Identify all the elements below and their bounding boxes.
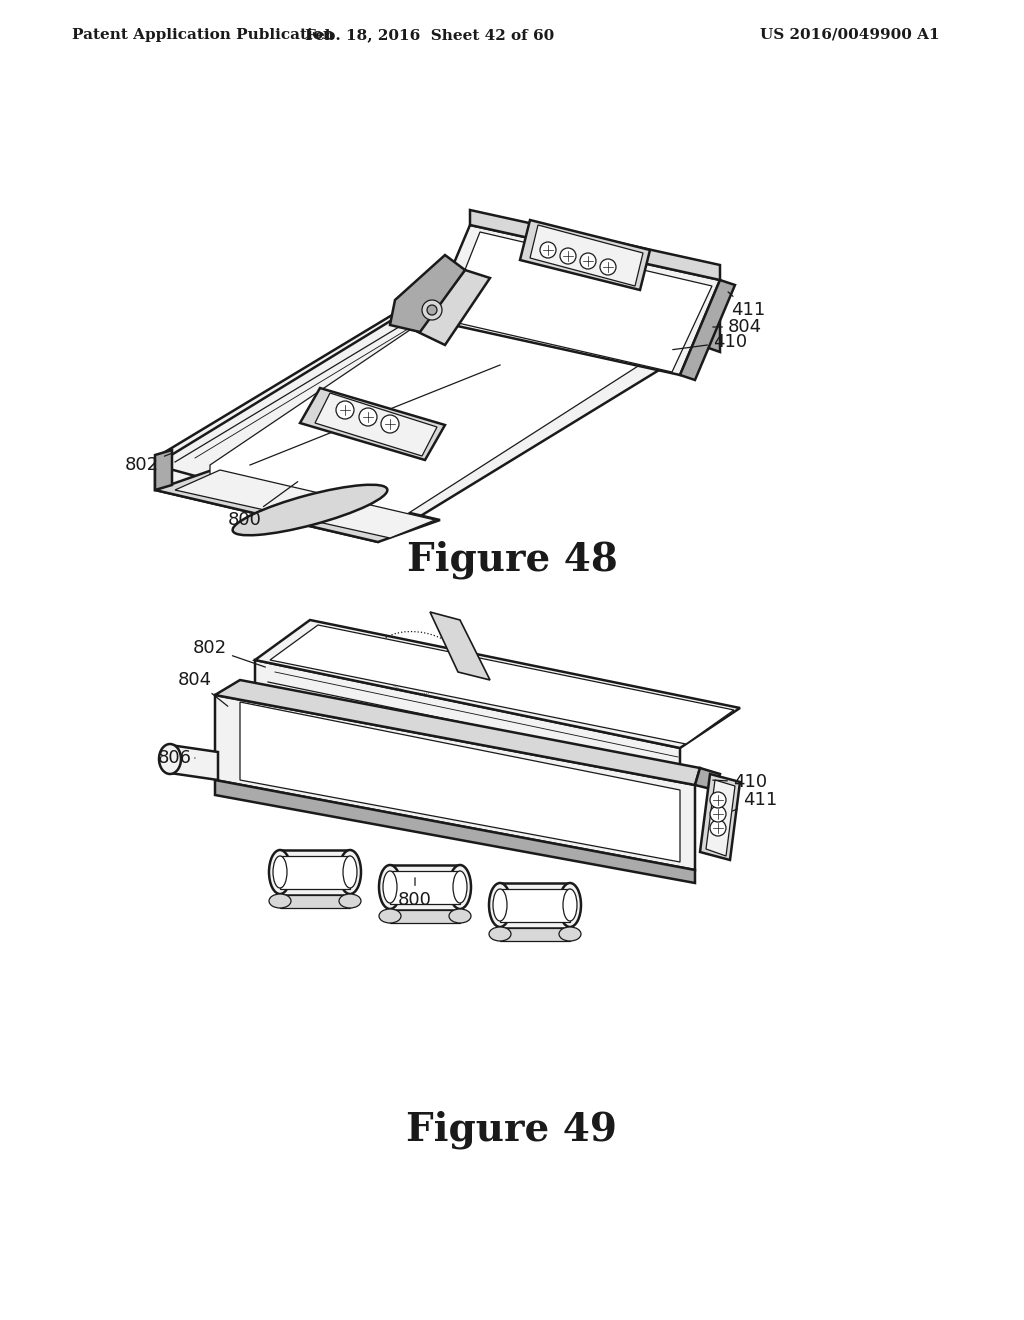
Circle shape (381, 414, 399, 433)
Circle shape (540, 242, 556, 257)
Ellipse shape (559, 883, 581, 927)
Polygon shape (445, 232, 712, 372)
Polygon shape (280, 895, 350, 908)
Ellipse shape (339, 894, 361, 908)
Ellipse shape (489, 927, 511, 941)
Text: 800: 800 (398, 878, 432, 909)
Polygon shape (210, 284, 660, 525)
Polygon shape (155, 260, 545, 480)
Ellipse shape (339, 850, 361, 894)
Circle shape (580, 253, 596, 269)
Polygon shape (390, 865, 460, 909)
Polygon shape (390, 255, 465, 333)
Ellipse shape (232, 484, 387, 536)
Ellipse shape (537, 272, 643, 309)
Text: Feb. 18, 2016  Sheet 42 of 60: Feb. 18, 2016 Sheet 42 of 60 (305, 28, 555, 42)
Circle shape (560, 248, 575, 264)
Polygon shape (418, 271, 490, 345)
Text: Figure 48: Figure 48 (407, 541, 617, 579)
Ellipse shape (379, 909, 401, 923)
Polygon shape (470, 210, 720, 280)
Polygon shape (155, 450, 172, 490)
Polygon shape (280, 850, 350, 895)
Polygon shape (430, 224, 720, 375)
Text: 800: 800 (228, 482, 298, 529)
Polygon shape (155, 261, 700, 543)
Text: 411: 411 (732, 791, 777, 810)
Polygon shape (680, 280, 735, 380)
Polygon shape (500, 928, 570, 941)
Ellipse shape (379, 865, 401, 909)
Ellipse shape (269, 850, 291, 894)
Polygon shape (255, 660, 680, 772)
Text: 804: 804 (178, 671, 227, 706)
Polygon shape (700, 310, 720, 352)
Ellipse shape (449, 909, 471, 923)
Ellipse shape (269, 894, 291, 908)
Polygon shape (215, 680, 700, 785)
Text: US 2016/0049900 A1: US 2016/0049900 A1 (760, 28, 940, 42)
Polygon shape (390, 871, 460, 904)
Circle shape (710, 807, 726, 822)
Text: 802: 802 (193, 639, 265, 667)
Polygon shape (175, 470, 435, 539)
Polygon shape (240, 702, 680, 862)
Polygon shape (300, 388, 445, 459)
Polygon shape (480, 247, 700, 310)
Polygon shape (706, 780, 735, 855)
Text: 410: 410 (713, 774, 767, 791)
Circle shape (359, 408, 377, 426)
Text: 411: 411 (728, 292, 765, 319)
Text: 804: 804 (713, 318, 762, 337)
Polygon shape (390, 909, 460, 923)
Ellipse shape (273, 855, 287, 888)
Circle shape (600, 259, 616, 275)
Polygon shape (170, 744, 218, 780)
Polygon shape (485, 257, 695, 318)
Circle shape (427, 305, 437, 315)
Text: 410: 410 (673, 333, 748, 351)
Ellipse shape (383, 871, 397, 903)
Circle shape (710, 792, 726, 808)
Ellipse shape (563, 888, 577, 921)
Polygon shape (280, 855, 350, 888)
Polygon shape (500, 883, 570, 928)
Polygon shape (520, 220, 650, 290)
Polygon shape (155, 469, 440, 543)
Text: 802: 802 (125, 453, 172, 474)
Polygon shape (215, 696, 695, 870)
Text: Figure 49: Figure 49 (407, 1110, 617, 1150)
Ellipse shape (489, 883, 511, 927)
Circle shape (336, 401, 354, 418)
Ellipse shape (159, 744, 181, 774)
Ellipse shape (449, 865, 471, 909)
Circle shape (710, 820, 726, 836)
Text: 806: 806 (158, 748, 195, 767)
Ellipse shape (343, 855, 357, 888)
Polygon shape (255, 620, 740, 748)
Polygon shape (700, 774, 740, 861)
Ellipse shape (559, 927, 581, 941)
Polygon shape (315, 393, 437, 455)
Ellipse shape (493, 888, 507, 921)
Polygon shape (530, 224, 643, 286)
Text: Patent Application Publication: Patent Application Publication (72, 28, 334, 42)
Polygon shape (270, 624, 734, 744)
Polygon shape (215, 780, 695, 883)
Polygon shape (500, 888, 570, 921)
Ellipse shape (453, 871, 467, 903)
Polygon shape (695, 768, 720, 789)
Circle shape (422, 300, 442, 319)
Polygon shape (430, 612, 490, 680)
